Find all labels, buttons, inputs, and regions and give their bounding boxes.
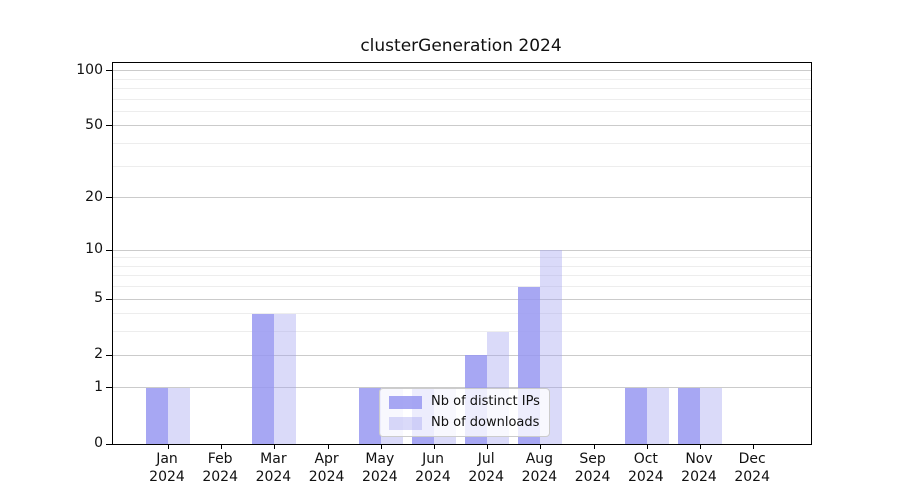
bar-distinct-ips-oct	[624, 387, 647, 444]
x-tick-label: Feb 2024	[202, 451, 238, 485]
major-gridline	[113, 354, 811, 356]
bar-distinct-ips-nov	[678, 387, 700, 444]
x-tick-label: Apr 2024	[308, 451, 345, 485]
x-tick-label: Nov 2024	[681, 451, 717, 485]
bar-downloads-jan	[168, 387, 190, 444]
legend-label-distinct-ips: Nb of distinct IPs	[431, 394, 540, 409]
y-tick-label: 100	[76, 61, 103, 78]
x-tick-label: Dec 2024	[734, 451, 770, 485]
minor-gridline	[113, 87, 811, 89]
bars-layer	[113, 63, 811, 444]
minor-gridline	[113, 257, 811, 259]
y-tick-mark	[106, 443, 112, 445]
bar-downloads-mar	[274, 313, 297, 444]
bar-distinct-ips-jan	[146, 387, 168, 444]
major-gridline	[113, 70, 811, 72]
major-gridline	[113, 387, 811, 389]
x-tick-mark	[221, 444, 223, 449]
plot-area: Nb of distinct IPs Nb of downloads	[106, 62, 812, 449]
x-tick-mark	[540, 444, 542, 449]
legend-swatch-downloads	[389, 416, 422, 430]
y-tick-mark	[106, 249, 112, 251]
x-tick-label: Jun 2024	[415, 451, 451, 485]
legend-label-downloads: Nb of downloads	[431, 415, 540, 430]
minor-gridline	[113, 110, 811, 112]
y-tick-mark	[106, 70, 112, 72]
x-tick-mark	[168, 444, 169, 449]
x-tick-mark	[380, 444, 382, 449]
x-tick-label: Sep 2024	[574, 451, 611, 485]
x-tick-label: May 2024	[361, 451, 398, 485]
legend-swatch-distinct-ips	[389, 395, 422, 409]
major-gridline	[113, 125, 811, 127]
major-gridline	[113, 298, 811, 300]
minor-gridline	[113, 143, 811, 145]
x-tick-mark	[487, 444, 489, 449]
x-tick-label: Aug 2024	[521, 451, 558, 485]
minor-gridline	[113, 313, 811, 315]
x-tick-mark	[700, 444, 701, 449]
y-tick-mark	[106, 125, 112, 127]
y-tick-label: 0	[94, 435, 103, 451]
x-tick-mark	[593, 444, 595, 449]
y-tick-mark	[106, 387, 112, 389]
y-tick-mark	[106, 197, 112, 199]
y-tick-label: 50	[85, 116, 103, 133]
y-tick-label: 2	[94, 346, 103, 363]
bar-distinct-ips-may	[358, 387, 381, 444]
x-tick-label: Jan 2024	[149, 451, 185, 485]
x-tick-mark	[274, 444, 276, 449]
y-tick-label: 10	[85, 241, 103, 257]
x-tick-mark	[434, 444, 435, 449]
chart-title: clusterGeneration 2024	[360, 36, 562, 56]
y-tick-mark	[106, 298, 112, 300]
x-tick-mark	[646, 444, 648, 449]
x-tick-label: Mar 2024	[255, 451, 292, 485]
x-axis-labels: Jan 2024 Feb 2024 Mar 2024 Apr 2024 May 2024…	[112, 450, 810, 494]
x-tick-mark	[327, 444, 329, 449]
bar-downloads-nov	[700, 387, 722, 444]
bar-distinct-ips-mar	[252, 313, 275, 444]
gridlines-layer	[106, 63, 811, 449]
y-axis-labels: 0 1 2 5 10 20 50 100	[0, 61, 103, 451]
major-gridline	[113, 197, 811, 199]
minor-gridline	[113, 165, 811, 167]
minor-gridline	[113, 98, 811, 100]
minor-gridline	[113, 78, 811, 80]
legend-item-downloads: Nb of downloads	[389, 415, 540, 431]
major-gridline	[113, 249, 811, 251]
y-tick-mark	[106, 354, 112, 356]
legend: Nb of distinct IPs Nb of downloads	[379, 388, 550, 437]
minor-gridline	[113, 331, 811, 333]
minor-gridline	[113, 275, 811, 277]
bar-downloads-oct	[646, 387, 669, 444]
y-tick-label: 5	[94, 290, 103, 307]
legend-item-distinct-ips: Nb of distinct IPs	[389, 394, 540, 410]
minor-gridline	[113, 286, 811, 288]
x-tick-label: Jul 2024	[468, 451, 504, 485]
x-tick-label: Oct 2024	[627, 451, 664, 485]
x-tick-mark	[753, 444, 755, 449]
y-tick-label: 20	[85, 188, 103, 205]
y-tick-label: 1	[94, 378, 103, 395]
minor-gridline	[113, 265, 811, 267]
